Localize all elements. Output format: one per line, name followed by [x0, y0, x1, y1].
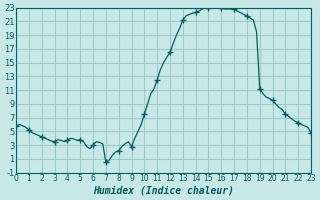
X-axis label: Humidex (Indice chaleur): Humidex (Indice chaleur) — [93, 186, 234, 196]
